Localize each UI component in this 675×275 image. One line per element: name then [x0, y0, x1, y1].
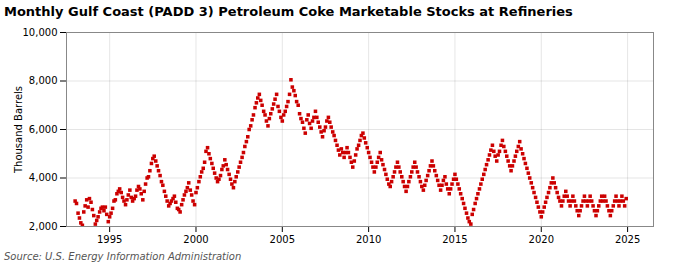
- svg-text:8,000: 8,000: [29, 75, 58, 86]
- svg-text:10,000: 10,000: [23, 27, 58, 38]
- svg-text:1995: 1995: [97, 234, 122, 245]
- svg-text:2005: 2005: [270, 234, 295, 245]
- svg-text:2020: 2020: [529, 234, 554, 245]
- svg-text:2015: 2015: [442, 234, 467, 245]
- svg-text:2,000: 2,000: [29, 221, 58, 232]
- svg-text:2010: 2010: [356, 234, 381, 245]
- svg-text:4,000: 4,000: [29, 172, 58, 183]
- svg-text:Thousand Barrels: Thousand Barrels: [13, 86, 24, 174]
- svg-text:6,000: 6,000: [29, 124, 58, 135]
- html-text:Source: U.S. Energy Informatio: Source: U.S. Energy Information Administ…: [4, 251, 242, 262]
- svg-text:2000: 2000: [183, 234, 208, 245]
- html-text:Monthly Gulf Coast (PADD 3) Pe: Monthly Gulf Coast (PADD 3) Petroleum Co…: [4, 4, 573, 19]
- svg-text:2025: 2025: [615, 234, 640, 245]
